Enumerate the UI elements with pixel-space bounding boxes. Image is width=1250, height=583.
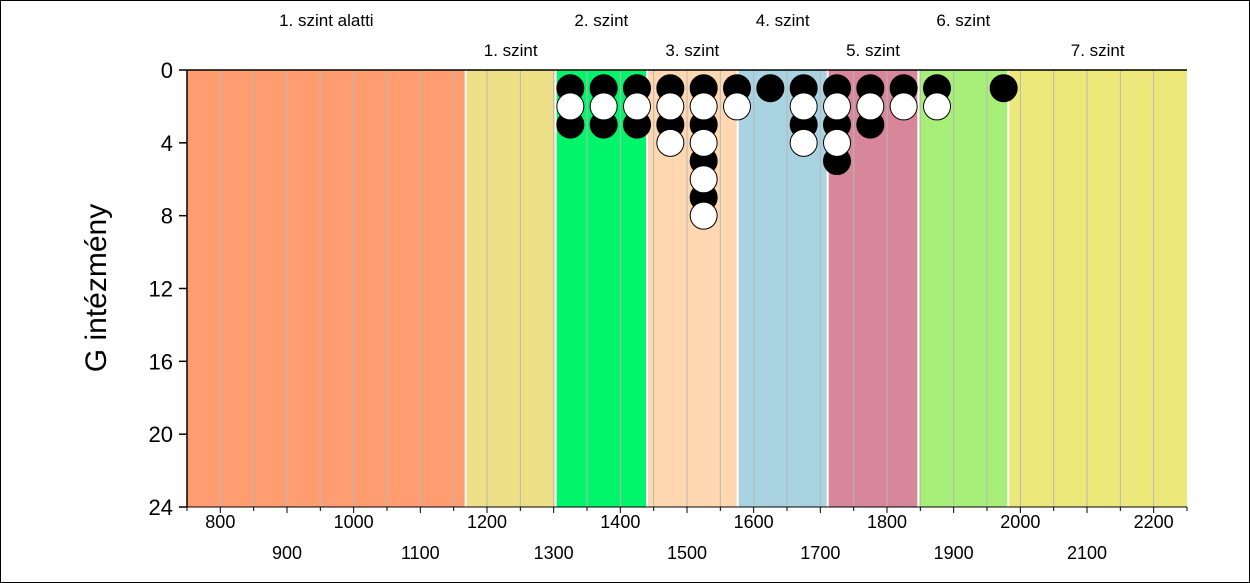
- x-tick-label-800: 800: [205, 512, 235, 532]
- axes: [179, 69, 1188, 513]
- y-tick-label-24: 24: [149, 495, 173, 520]
- band-label-4: 3. szint: [665, 41, 719, 60]
- band-label-2: 1. szint: [484, 41, 538, 60]
- white-point-2: [623, 92, 651, 121]
- band-8: [1008, 70, 1187, 507]
- y-tick-label-16: 16: [149, 349, 173, 374]
- white-point-10: [789, 92, 818, 121]
- tick-labels: 0 4 8 12 16 20 24 800 1000 1200 1400 1600 1800 2000 22…: [149, 58, 1174, 563]
- band-label-3: 2. szint: [574, 11, 628, 30]
- x-tick-label-2200: 2200: [1134, 512, 1174, 532]
- x-tick-label-1300: 1300: [534, 543, 574, 563]
- band-label-7: 6. szint: [936, 11, 990, 30]
- white-point-16: [923, 92, 951, 121]
- black-point-23: [989, 74, 1018, 103]
- band-label-1: 1. szint alatti: [279, 11, 374, 30]
- white-point-11: [789, 128, 818, 157]
- x-tick-label-2000: 2000: [1000, 512, 1040, 532]
- x-tick-label-1700: 1700: [800, 543, 840, 563]
- white-point-12: [823, 92, 851, 121]
- x-tick-label-1400: 1400: [600, 512, 640, 532]
- band-2: [465, 70, 556, 507]
- y-tick-label-4: 4: [161, 131, 173, 156]
- x-tick-label-1800: 1800: [867, 512, 907, 532]
- band-label-8: 7. szint: [1071, 41, 1125, 60]
- band-label-6: 5. szint: [846, 41, 900, 60]
- white-point-15: [889, 92, 918, 121]
- white-point-5: [689, 92, 718, 121]
- white-point-0: [556, 92, 585, 121]
- y-tick-label-0: 0: [161, 58, 173, 83]
- black-point-13: [756, 74, 785, 103]
- x-tick-label-1600: 1600: [734, 512, 774, 532]
- y-tick-label-20: 20: [149, 422, 173, 447]
- white-point-7: [689, 165, 718, 194]
- white-point-13: [823, 128, 851, 157]
- x-tick-label-1100: 1100: [401, 543, 440, 563]
- y-tick-label-12: 12: [149, 277, 173, 302]
- band-7: [918, 70, 1009, 507]
- x-tick-label-900: 900: [272, 543, 302, 563]
- white-point-9: [723, 92, 751, 121]
- vertical-gridlines: [219, 70, 1155, 507]
- x-tick-label-1900: 1900: [934, 543, 974, 563]
- white-point-6: [689, 128, 718, 157]
- x-tick-label-2100: 2100: [1067, 543, 1107, 563]
- x-tick-label-1500: 1500: [667, 543, 707, 563]
- white-point-8: [689, 201, 718, 230]
- band-1: [187, 70, 466, 507]
- white-point-3: [656, 92, 685, 121]
- x-tick-label-1000: 1000: [334, 512, 374, 532]
- y-tick-label-8: 8: [161, 204, 173, 229]
- x-tick-label-1200: 1200: [467, 512, 507, 532]
- band-labels: 1. szint alatti 1. szint 2. szint 3. szint 4…: [279, 11, 1125, 60]
- band-3: [555, 70, 647, 507]
- band-label-5: 4. szint: [756, 11, 810, 30]
- y-axis-title: G intézmény: [80, 204, 113, 372]
- white-point-14: [856, 92, 885, 121]
- data-points: [556, 74, 1018, 230]
- white-point-1: [589, 92, 618, 121]
- white-point-4: [656, 128, 685, 157]
